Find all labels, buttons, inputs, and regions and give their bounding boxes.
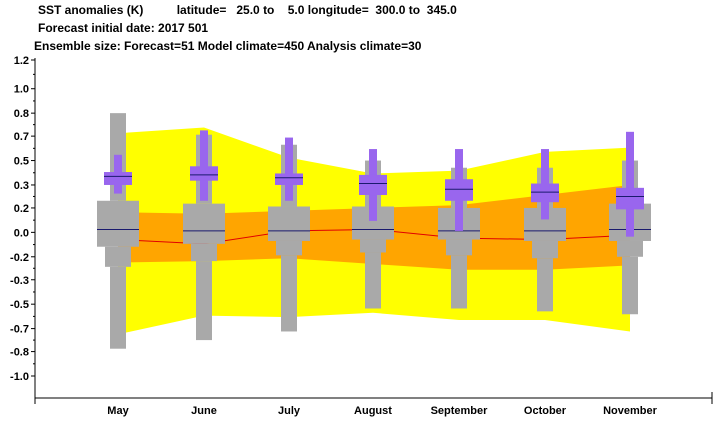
- model-box-body: [268, 207, 310, 241]
- model-whisker-lower: [622, 257, 638, 314]
- model-whisker-lower: [110, 267, 126, 349]
- model-box-lower: [532, 241, 558, 258]
- model-whisker-lower: [281, 255, 297, 331]
- y-tick-label: 0.8: [14, 108, 29, 120]
- model-box-lower: [105, 247, 131, 267]
- forecast-box-body: [275, 173, 303, 184]
- y-tick-label: -0.5: [10, 299, 29, 311]
- forecast-box-body: [190, 166, 218, 180]
- x-tick-label: November: [603, 405, 658, 417]
- forecast-whisker: [626, 132, 634, 237]
- y-tick-label: -0.7: [10, 324, 29, 336]
- model-box-lower: [617, 241, 643, 257]
- y-tick-label: -1.0: [10, 371, 29, 383]
- x-tick-label: July: [278, 405, 301, 417]
- model-box-body: [97, 201, 139, 247]
- x-tick-label: June: [191, 405, 217, 417]
- forecast-box-body: [359, 175, 387, 195]
- y-tick-label: 0.0: [14, 227, 29, 239]
- forecast-box-body: [104, 172, 132, 185]
- model-box-lower: [446, 240, 472, 256]
- model-whisker-lower: [196, 261, 212, 340]
- forecast-box-body: [616, 188, 644, 210]
- model-box-body: [183, 204, 225, 244]
- model-whisker-lower: [451, 255, 467, 308]
- x-tick-label: September: [431, 405, 489, 417]
- model-box-lower: [360, 240, 386, 253]
- forecast-whisker: [200, 130, 208, 200]
- model-box-lower: [191, 244, 217, 261]
- y-tick-label: -0.2: [10, 252, 29, 264]
- y-tick-label: 0.7: [14, 131, 29, 143]
- model-whisker-lower: [365, 252, 381, 308]
- y-tick-label: 0.5: [14, 156, 29, 168]
- model-whisker-lower: [537, 258, 553, 311]
- y-tick-label: 0.2: [14, 203, 29, 215]
- y-tick-label: 1.2: [14, 55, 29, 67]
- x-tick-label: October: [524, 405, 567, 417]
- y-tick-label: -0.3: [10, 275, 29, 287]
- forecast-box-body: [445, 179, 473, 201]
- model-box-lower: [276, 241, 302, 255]
- y-tick-label: 0.3: [14, 180, 29, 192]
- y-tick-label: 1.0: [14, 84, 29, 96]
- forecast-box-body: [531, 184, 559, 203]
- x-tick-label: May: [107, 405, 129, 417]
- x-tick-label: August: [354, 405, 392, 417]
- y-tick-label: -0.8: [10, 347, 29, 359]
- forecast-whisker: [285, 138, 293, 201]
